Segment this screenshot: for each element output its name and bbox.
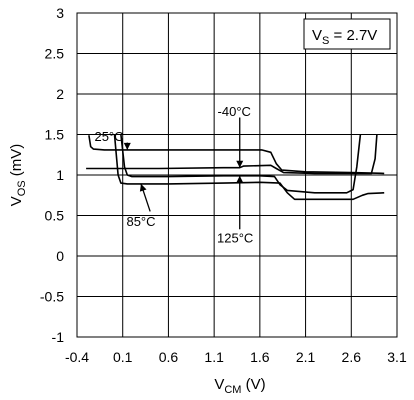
y-tick-label: -1	[52, 329, 65, 345]
legend-main: V	[312, 27, 322, 44]
y-axis-label: VOS (mV)	[8, 144, 28, 207]
series-line	[86, 134, 378, 175]
annotation-arrowhead	[236, 160, 244, 168]
y-tick-label: 2.5	[45, 46, 65, 62]
x-tick-label: 1.1	[204, 349, 224, 365]
annotation-label: 25°C	[94, 129, 123, 144]
x-axis-label-sub: CM	[224, 384, 241, 396]
series-line	[113, 134, 385, 201]
x-tick-label: 2.6	[342, 349, 362, 365]
series-line	[120, 134, 362, 194]
series-line	[88, 135, 385, 175]
y-tick-label: 0	[56, 248, 64, 264]
annotation-arrowhead	[236, 175, 244, 183]
legend-rest: = 2.7V	[329, 27, 377, 44]
y-tick-label: 3	[56, 5, 64, 21]
annotation-label: -40°C	[218, 104, 251, 119]
legend-box	[303, 18, 391, 50]
annotation-label: 85°C	[126, 214, 155, 229]
annotation-label: 125°C	[217, 230, 253, 245]
annotation-arrowhead	[123, 142, 131, 150]
annotation-layer: 25°C -40°C 85°C 125°C	[94, 104, 253, 245]
legend-text: VS = 2.7V	[312, 27, 377, 47]
x-axis-label-main: V	[214, 376, 224, 393]
x-tick-label: 0.6	[159, 349, 179, 365]
x-axis-label-unit: (V)	[241, 376, 265, 393]
y-tick-label: 1.5	[45, 127, 65, 143]
axis-layer: -0.4 0.1 0.6 1.1 1.6 2.1 2.6 3.1 3 2.5 2 1.5 1 0.5 0 -0…	[40, 5, 407, 365]
x-tick-label: -0.4	[65, 349, 89, 365]
x-tick-label: 1.6	[250, 349, 270, 365]
y-axis-label-main: V	[8, 196, 25, 206]
legend-sub: S	[322, 35, 329, 47]
y-tick-label: 2	[56, 86, 64, 102]
y-axis-label-unit: (mV)	[8, 144, 25, 181]
x-tick-label: 2.1	[296, 349, 316, 365]
series-layer	[86, 134, 385, 201]
y-axis-label-sub: OS	[16, 180, 28, 196]
plot-frame	[76, 12, 398, 338]
y-tick-label: -0.5	[40, 289, 64, 305]
annotation-arrowhead	[139, 183, 147, 192]
y-tick-label: 1	[56, 167, 64, 183]
x-tick-label: 3.1	[387, 349, 407, 365]
x-axis-label: VCM (V)	[214, 376, 265, 396]
y-tick-label: 0.5	[45, 208, 65, 224]
x-tick-label: 0.1	[113, 349, 133, 365]
